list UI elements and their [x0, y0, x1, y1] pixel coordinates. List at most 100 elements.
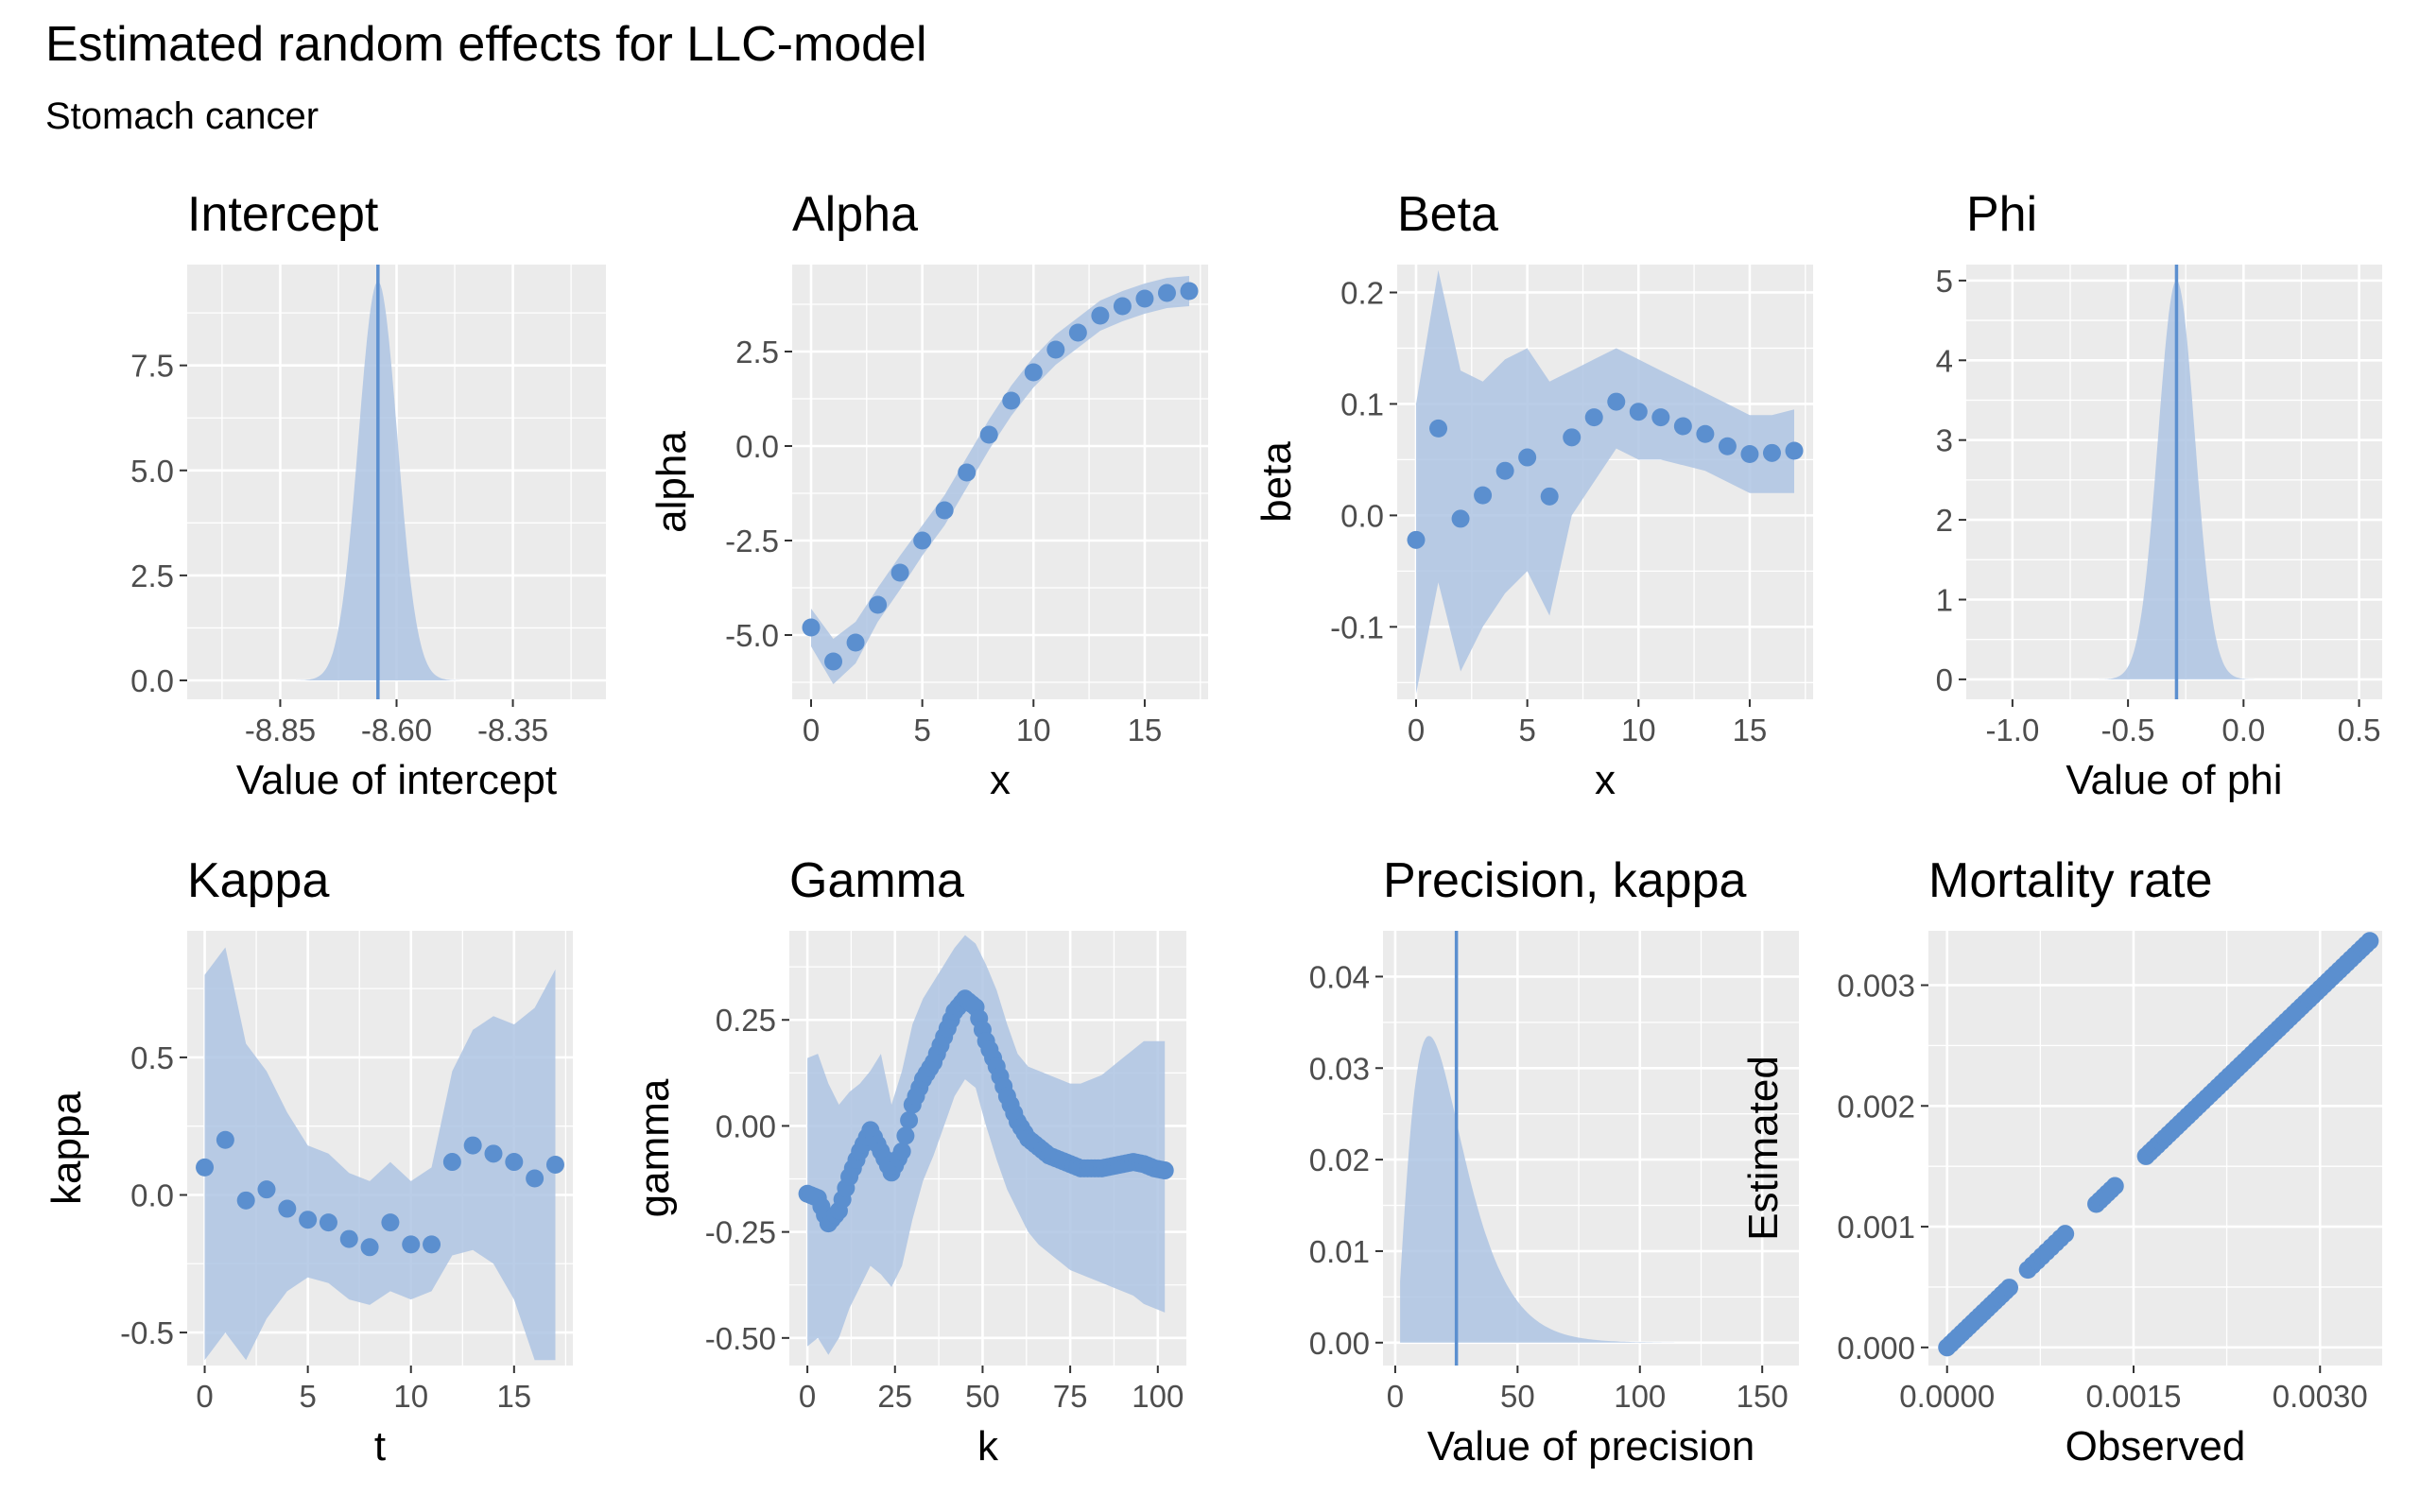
y-tick-label: -0.25	[705, 1215, 776, 1250]
x-tick-label: 0.0	[2221, 713, 2265, 747]
x-tick-label: 10	[1621, 713, 1656, 747]
data-point	[1495, 461, 1514, 480]
data-point	[319, 1213, 337, 1232]
y-tick-label: 0.003	[1837, 969, 1915, 1004]
y-tick-label: -0.1	[1330, 610, 1384, 644]
data-point	[892, 1142, 911, 1160]
x-tick-label: -0.5	[2101, 713, 2155, 747]
figure-title: Estimated random effects for LLC-model	[45, 17, 927, 72]
data-point	[1762, 443, 1781, 462]
data-point	[1113, 297, 1132, 316]
data-point	[402, 1235, 421, 1254]
y-tick-label: 2.5	[130, 558, 174, 593]
data-point	[1607, 392, 1626, 411]
panel-beta: 0 5 10 15 -0.1 0.0 0.1 0.2 Beta x beta	[1253, 187, 1813, 803]
data-point	[545, 1155, 564, 1174]
y-tick-label: 0.03	[1309, 1051, 1370, 1086]
data-point	[2105, 1177, 2124, 1195]
credible-band	[807, 935, 1166, 1355]
x-axis-label: x	[990, 757, 1011, 803]
data-point	[1518, 448, 1537, 467]
data-point	[1451, 509, 1470, 528]
y-tick-label: 4	[1936, 343, 1953, 378]
panel-alpha: 0 5 10 15 -5.0 -2.5 0.0 2.5 Alpha x alpha	[648, 187, 1208, 803]
y-axis-label: alpha	[648, 431, 695, 533]
x-tick-label: 50	[965, 1379, 1000, 1414]
y-tick-label: 0.0	[1340, 498, 1384, 533]
y-tick-label: 0	[1936, 662, 1953, 697]
data-point	[1135, 289, 1154, 308]
data-point	[1584, 408, 1603, 427]
panel-kappa: 0 5 10 15 -0.5 0.0 0.5 Kappa t kappa	[43, 853, 573, 1469]
panel-title: Intercept	[187, 187, 379, 242]
x-tick-label: 100	[1132, 1379, 1184, 1414]
data-point	[1563, 428, 1582, 447]
data-point	[1740, 445, 1759, 464]
x-tick-label: 75	[1053, 1379, 1088, 1414]
data-point	[526, 1169, 544, 1188]
y-tick-label: 0.002	[1837, 1089, 1915, 1124]
x-axis-label: x	[1595, 757, 1616, 803]
data-point	[1540, 487, 1559, 506]
data-point	[442, 1153, 461, 1172]
data-point	[846, 633, 865, 652]
data-point	[2056, 1225, 2075, 1244]
data-point	[339, 1229, 358, 1248]
data-point	[484, 1144, 503, 1163]
x-tick-label: 0	[1408, 713, 1425, 747]
x-tick-label: 0	[799, 1379, 816, 1414]
data-point	[278, 1199, 297, 1218]
data-point	[1474, 486, 1493, 505]
x-tick-label: 0.5	[2338, 713, 2381, 747]
data-point	[1785, 441, 1804, 460]
panel-title: Kappa	[187, 853, 329, 908]
data-point	[1696, 424, 1715, 443]
data-point	[890, 563, 909, 582]
credible-band	[204, 947, 556, 1361]
panel-mortality: 0.0000 0.0015 0.0030 0.000 0.001 0.002 0.003 Mo…	[1740, 853, 2382, 1469]
y-tick-label: 2.5	[735, 335, 779, 369]
x-tick-label: -8.35	[477, 713, 548, 747]
x-tick-label: 150	[1737, 1379, 1789, 1414]
x-tick-label: 10	[1016, 713, 1051, 747]
data-point	[869, 595, 888, 614]
x-tick-label: 25	[877, 1379, 912, 1414]
y-tick-label: 7.5	[130, 349, 174, 384]
data-point	[257, 1180, 276, 1199]
panel-title: Alpha	[792, 187, 918, 242]
y-tick-label: 1	[1936, 582, 1953, 617]
x-tick-label: -1.0	[1985, 713, 2039, 747]
panel-title: Beta	[1397, 187, 1498, 242]
x-axis-label: Value of intercept	[236, 757, 557, 803]
y-tick-label: 0.25	[716, 1003, 776, 1038]
data-point	[1046, 340, 1065, 359]
data-point	[896, 1126, 915, 1145]
y-tick-label: -2.5	[725, 524, 779, 558]
data-point	[2360, 932, 2379, 951]
x-tick-label: -8.85	[245, 713, 316, 747]
panel-title: Phi	[1966, 187, 2037, 242]
y-tick-label: 0.00	[716, 1108, 776, 1143]
data-point	[1091, 306, 1110, 325]
x-tick-label: 5	[1518, 713, 1535, 747]
data-point	[824, 652, 843, 671]
x-tick-label: -8.60	[361, 713, 432, 747]
data-point	[1718, 437, 1737, 455]
x-tick-label: 15	[496, 1379, 531, 1414]
data-point	[913, 531, 932, 550]
x-axis-label: Value of precision	[1427, 1423, 1755, 1469]
y-tick-label: 0.001	[1837, 1210, 1915, 1245]
y-tick-label: 0.1	[1340, 387, 1384, 421]
y-tick-label: 0.000	[1837, 1331, 1915, 1366]
x-tick-label: 15	[1733, 713, 1768, 747]
y-tick-label: 0.00	[1309, 1326, 1370, 1361]
y-tick-label: 0.04	[1309, 959, 1370, 994]
credible-band	[1416, 269, 1794, 695]
panel-intercept: -8.85 -8.60 -8.35 0.0 2.5 5.0 7.5 Intercept Valu…	[130, 187, 606, 803]
panel-precision: 0 50 100 150 0.00 0.01 0.02 0.03 0.04 Precision, …	[1309, 853, 1799, 1469]
y-tick-label: 5.0	[130, 454, 174, 489]
y-tick-label: 2	[1936, 503, 1953, 538]
data-point	[1157, 284, 1176, 302]
x-tick-label: 0.0015	[2086, 1379, 2182, 1414]
